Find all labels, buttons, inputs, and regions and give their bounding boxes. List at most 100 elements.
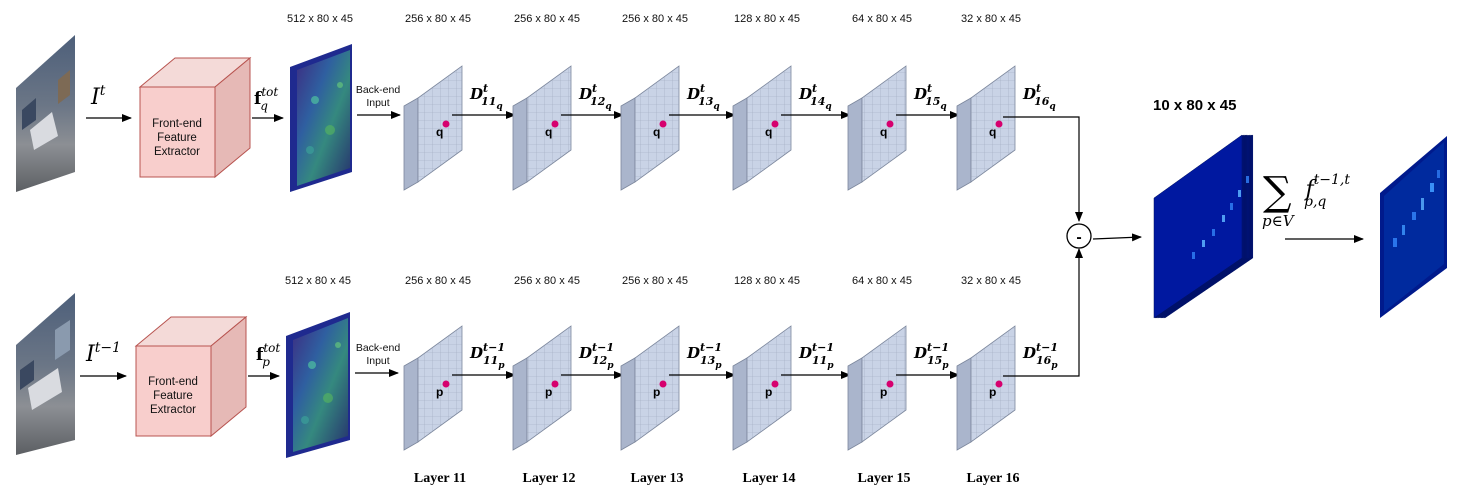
layer-dims-15-bottom: 64 x 80 x 45 bbox=[852, 275, 912, 287]
feature-map-bottom bbox=[286, 312, 350, 458]
layer-12-bottom: p bbox=[512, 325, 572, 451]
feature-label-top: ftot q bbox=[254, 85, 278, 113]
query-point-12-bottom bbox=[551, 380, 559, 388]
d-label-12-top: Dt 12q bbox=[578, 82, 612, 112]
layer-stack-top: q 256 x 80 x 45 Dt 11q q 256 x 80 x 45 Dt 12q q 2… bbox=[403, 13, 1056, 191]
sum-subscript: p∈V bbox=[1262, 212, 1296, 230]
output-dims: 10 x 80 x 45 bbox=[1153, 97, 1236, 114]
point-label-15-top: q bbox=[880, 125, 887, 139]
query-point-13-top bbox=[659, 120, 667, 128]
layer-12-top: q bbox=[512, 65, 572, 191]
point-label-16-bottom: p bbox=[989, 385, 996, 399]
layer-label-14: Layer 14 bbox=[742, 471, 795, 486]
feature-dims-bottom: 512 x 80 x 45 bbox=[285, 275, 351, 287]
summation-formula: ∑ p∈V ft−1,t p,q bbox=[1262, 169, 1350, 230]
layer-14-top: q bbox=[732, 65, 792, 191]
point-label-11-bottom: p bbox=[436, 385, 443, 399]
extractor-label-line3-bottom: Extractor bbox=[150, 404, 196, 416]
arrow-bottom-to-diff bbox=[1003, 248, 1083, 377]
d-label-16-top: Dt 16q bbox=[1022, 82, 1056, 112]
layer-label-16: Layer 16 bbox=[966, 471, 1019, 486]
layer-11-bottom: p bbox=[403, 325, 463, 451]
layer-16-top: q bbox=[956, 65, 1016, 191]
extractor-label-line2-bottom: Feature bbox=[153, 390, 193, 402]
feature-dims-top: 512 x 80 x 45 bbox=[287, 13, 353, 25]
difference-node: - bbox=[1066, 223, 1092, 249]
query-point-14-top bbox=[771, 120, 779, 128]
input-frame-bottom bbox=[16, 293, 75, 455]
layer-dims-11-top: 256 x 80 x 45 bbox=[405, 13, 471, 25]
layer-labels: Layer 11 Layer 12 Layer 13 Layer 14 Layer 15… bbox=[414, 471, 1020, 486]
extractor-cube-bottom: Front-end Feature Extractor bbox=[134, 315, 248, 438]
layer-label-11: Layer 11 bbox=[414, 471, 466, 486]
input-label-bottom: It−1 bbox=[85, 340, 121, 367]
layer-dims-14-top: 128 x 80 x 45 bbox=[734, 13, 800, 25]
query-point-16-top bbox=[995, 120, 1003, 128]
extractor-cube-top: Front-end Feature Extractor bbox=[138, 56, 252, 179]
layer-dims-15-top: 64 x 80 x 45 bbox=[852, 13, 912, 25]
arrow-diff-to-output bbox=[1092, 233, 1142, 242]
d-label-14-top: Dt 14q bbox=[798, 82, 832, 112]
layer-13-bottom: p bbox=[620, 325, 680, 451]
query-point-15-bottom bbox=[886, 380, 894, 388]
query-point-14-bottom bbox=[771, 380, 779, 388]
layer-dims-11-bottom: 256 x 80 x 45 bbox=[405, 275, 471, 287]
extractor-label-line1: Front-end bbox=[152, 118, 202, 130]
layer-label-12: Layer 12 bbox=[522, 471, 575, 486]
sum-term: ft−1,t p,q bbox=[1304, 172, 1351, 210]
query-point-12-top bbox=[551, 120, 559, 128]
query-point-11-bottom bbox=[442, 380, 450, 388]
backend-label-line2-top: Input bbox=[366, 97, 389, 109]
layer-stack-bottom: p 256 x 80 x 45 Dt−1 11p p 256 x 80 x 45 Dt−1 1… bbox=[403, 275, 1058, 451]
point-label-11-top: q bbox=[436, 125, 443, 139]
input-label-top: It bbox=[90, 83, 106, 110]
d-label-13-top: Dt 13q bbox=[686, 82, 720, 112]
result-heatmap bbox=[1380, 136, 1447, 318]
sum-symbol: ∑ bbox=[1263, 169, 1292, 215]
top-branch: It Front-end Feature Extractor ftot q 512… bbox=[16, 13, 1083, 222]
point-label-14-bottom: p bbox=[765, 385, 772, 399]
backend-label-line1-top: Back-end bbox=[356, 84, 401, 96]
feature-label-bottom: ftot p bbox=[256, 341, 280, 369]
point-label-12-top: q bbox=[545, 125, 552, 139]
point-label-13-bottom: p bbox=[653, 385, 660, 399]
d-label-12-bottom: Dt−1 12p bbox=[578, 341, 614, 371]
d-label-14-bottom: Dt−1 11p bbox=[798, 341, 834, 371]
layer-15-bottom: p bbox=[847, 325, 907, 451]
layer-16-bottom: p bbox=[956, 325, 1016, 451]
query-point-15-top bbox=[886, 120, 894, 128]
layer-dims-14-bottom: 128 x 80 x 45 bbox=[734, 275, 800, 287]
input-frame-top bbox=[16, 35, 75, 192]
layer-15-top: q bbox=[847, 65, 907, 191]
extractor-label-line2: Feature bbox=[157, 132, 197, 144]
backend-label-line2-bottom: Input bbox=[366, 355, 389, 367]
query-point-16-bottom bbox=[995, 380, 1003, 388]
extractor-label-line3: Extractor bbox=[154, 146, 200, 158]
feature-map-top bbox=[290, 44, 352, 192]
layer-14-bottom: p bbox=[732, 325, 792, 451]
d-label-16-bottom: Dt−1 16p bbox=[1022, 341, 1058, 371]
extractor-label-line1-bottom: Front-end bbox=[148, 376, 198, 388]
layer-dims-13-bottom: 256 x 80 x 45 bbox=[622, 275, 688, 287]
d-label-11-top: Dt 11q bbox=[469, 82, 503, 112]
backend-label-line1-bottom: Back-end bbox=[356, 342, 401, 354]
layer-dims-12-top: 256 x 80 x 45 bbox=[514, 13, 580, 25]
layer-11-top: q bbox=[403, 65, 463, 191]
difference-symbol: - bbox=[1076, 229, 1081, 246]
point-label-15-bottom: p bbox=[880, 385, 887, 399]
point-label-14-top: q bbox=[765, 125, 772, 139]
bottom-branch: It−1 Front-end Feature Extractor ftot p 5… bbox=[16, 248, 1083, 458]
d-label-15-top: Dt 15q bbox=[913, 82, 947, 112]
arrow-top-to-diff bbox=[1003, 116, 1083, 222]
point-label-13-top: q bbox=[653, 125, 660, 139]
d-label-11-bottom: Dt−1 11p bbox=[469, 341, 505, 371]
point-label-12-bottom: p bbox=[545, 385, 552, 399]
d-label-13-bottom: Dt−1 13p bbox=[686, 341, 722, 371]
point-label-16-top: q bbox=[989, 125, 996, 139]
layer-dims-13-top: 256 x 80 x 45 bbox=[622, 13, 688, 25]
layer-label-15: Layer 15 bbox=[857, 471, 910, 486]
layer-dims-16-bottom: 32 x 80 x 45 bbox=[961, 275, 1021, 287]
layer-dims-16-top: 32 x 80 x 45 bbox=[961, 13, 1021, 25]
